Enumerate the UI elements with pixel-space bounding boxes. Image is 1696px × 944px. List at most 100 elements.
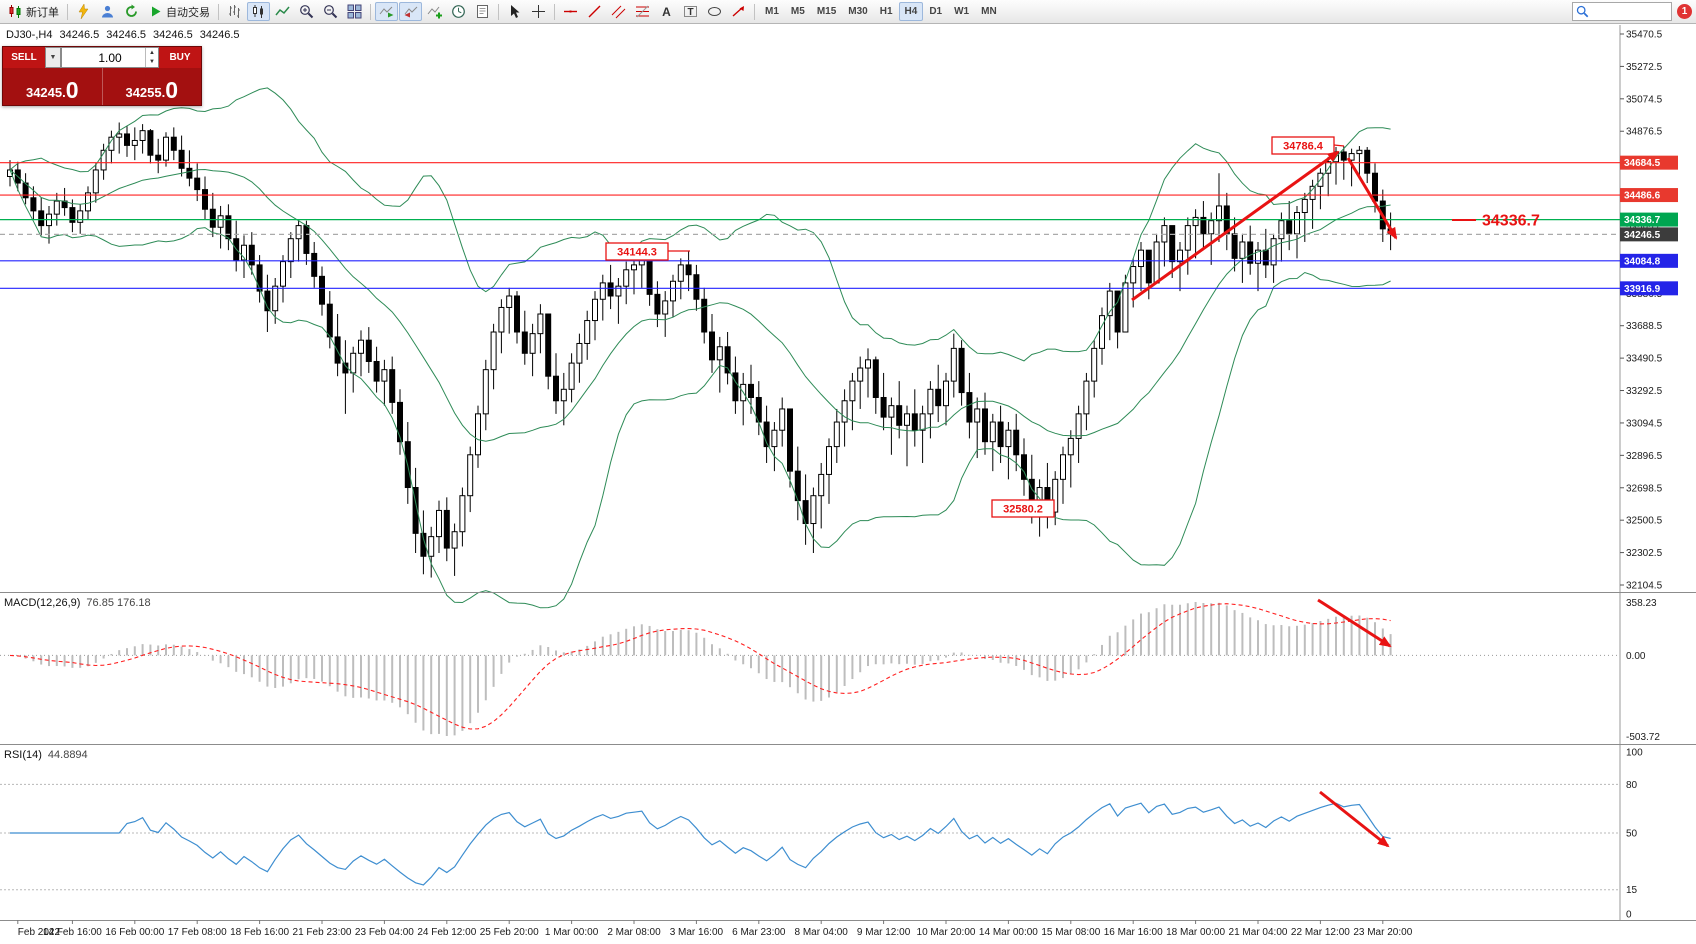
templates-button[interactable] xyxy=(471,2,494,21)
fibonacci-button[interactable] xyxy=(631,2,654,21)
label-button[interactable]: T xyxy=(679,2,702,21)
tile-windows-button[interactable] xyxy=(343,2,366,21)
arrow-tool-icon xyxy=(732,6,744,17)
volume-input[interactable]: 1.00 ▲ ▼ xyxy=(61,47,159,68)
time-axis-label: 16 Mar 16:00 xyxy=(1104,927,1163,938)
search-box[interactable] xyxy=(1572,2,1672,21)
periods-button[interactable] xyxy=(447,2,470,21)
candlestick-chart-button[interactable] xyxy=(247,2,270,21)
horizontal-line-button[interactable] xyxy=(559,2,582,21)
timeframe-button-m1[interactable]: M1 xyxy=(759,2,785,21)
toolbar-separator xyxy=(498,3,499,20)
expert-advisors-button[interactable] xyxy=(72,2,95,21)
time-axis-label: 15 Mar 08:00 xyxy=(1041,927,1100,938)
text-button[interactable]: A xyxy=(655,2,678,21)
bar-chart-button[interactable] xyxy=(223,2,246,21)
time-axis-label: 17 Feb 08:00 xyxy=(168,927,227,938)
macd-values: 76.85 176.18 xyxy=(86,597,151,609)
rsi-label: RSI(14) 44.8894 xyxy=(4,749,88,761)
price-scale-label: 32104.5 xyxy=(1626,581,1663,592)
price-callout-text[interactable]: 34336.7 xyxy=(1482,213,1540,230)
buy-button[interactable]: BUY xyxy=(159,47,201,68)
trend-arrow[interactable] xyxy=(1131,150,1340,302)
bollinger-middle-band xyxy=(9,168,1391,442)
trendline-button[interactable] xyxy=(583,2,606,21)
arrows-tool-button[interactable] xyxy=(727,2,750,21)
lightning-icon xyxy=(78,4,89,19)
price-scale-label: 32302.5 xyxy=(1626,548,1663,559)
shapes-button[interactable] xyxy=(703,2,726,21)
buy-price[interactable]: 34255. 0 xyxy=(125,77,179,103)
clock-icon xyxy=(452,5,465,18)
price-badge xyxy=(1620,253,1678,268)
time-axis-label: 10 Mar 20:00 xyxy=(917,927,976,938)
profile-icon xyxy=(102,5,113,18)
channel-icon xyxy=(611,5,626,19)
time-axis-label: 23 Feb 04:00 xyxy=(355,927,414,938)
symbol-period: DJ30-,H4 xyxy=(6,29,53,41)
time-axis-label: 23 Mar 20:00 xyxy=(1353,927,1412,938)
spinner-down-icon[interactable]: ▼ xyxy=(149,59,155,66)
timeframe-button-mn[interactable]: MN xyxy=(975,2,1003,21)
time-axis-label: 21 Mar 04:00 xyxy=(1229,927,1288,938)
annotation-box[interactable] xyxy=(991,499,1055,518)
trade-panel-price-row: 34245. 0 34255. 0 xyxy=(3,68,201,105)
toolbar: 新订单 自动交易 xyxy=(0,0,1696,24)
annotation-box[interactable] xyxy=(605,242,669,261)
chart-shift-button[interactable] xyxy=(399,2,422,21)
auto-scroll-icon xyxy=(379,6,394,18)
search-icon xyxy=(1576,5,1589,18)
rsi-scale-label: 0 xyxy=(1626,910,1632,921)
annotation-box[interactable] xyxy=(1271,136,1335,155)
indicators-button[interactable] xyxy=(423,2,446,21)
new-order-button[interactable]: 新订单 xyxy=(4,2,63,21)
volume-dropdown[interactable]: ▼ xyxy=(45,47,61,68)
macd-scale-min: -503.72 xyxy=(1626,732,1660,743)
profile-button[interactable] xyxy=(96,2,119,21)
line-chart-icon xyxy=(275,6,290,16)
toolbar-separator xyxy=(218,3,219,20)
volume-spinner[interactable]: ▲ ▼ xyxy=(145,48,158,67)
cursor-button[interactable] xyxy=(503,2,526,21)
line-chart-button[interactable] xyxy=(271,2,294,21)
timeframe-button-d1[interactable]: D1 xyxy=(923,2,948,21)
notification-badge[interactable]: 1 xyxy=(1677,4,1692,19)
sell-button[interactable]: SELL xyxy=(3,47,45,68)
timeframe-button-w1[interactable]: W1 xyxy=(948,2,975,21)
timeframe-button-m30[interactable]: M30 xyxy=(842,2,873,21)
ohlc-high: 34246.5 xyxy=(106,29,146,41)
crosshair-button[interactable] xyxy=(527,2,550,21)
zoom-out-button[interactable] xyxy=(319,2,342,21)
time-axis-label: 2 Mar 08:00 xyxy=(607,927,661,938)
trend-arrow[interactable] xyxy=(1319,790,1390,848)
timeframe-button-h1[interactable]: H1 xyxy=(874,2,899,21)
rsi-scale-label: 15 xyxy=(1626,885,1638,896)
auto-trading-label: 自动交易 xyxy=(166,6,210,19)
spinner-up-icon[interactable]: ▲ xyxy=(149,49,155,56)
channel-button[interactable] xyxy=(607,2,630,21)
auto-trading-button[interactable]: 自动交易 xyxy=(144,2,214,21)
trend-arrow[interactable] xyxy=(1346,157,1398,240)
refresh-icon xyxy=(126,4,137,17)
label-icon: T xyxy=(684,6,697,18)
trend-arrow[interactable] xyxy=(1317,598,1392,648)
timeframe-button-m15[interactable]: M15 xyxy=(811,2,842,21)
sell-price[interactable]: 34245. 0 xyxy=(3,68,103,105)
auto-scroll-button[interactable] xyxy=(375,2,398,21)
rsi-scale-label: 100 xyxy=(1626,748,1643,759)
price-scale-label: 33292.5 xyxy=(1626,386,1663,397)
price-scale-label: 32896.5 xyxy=(1626,451,1663,462)
refresh-button[interactable] xyxy=(120,2,143,21)
macd-label: MACD(12,26,9) 76.85 176.18 xyxy=(4,597,151,609)
search-input[interactable] xyxy=(1592,5,1666,18)
zoom-in-button[interactable] xyxy=(295,2,318,21)
price-scale-label: 35074.5 xyxy=(1626,94,1663,105)
timeframe-button-h4[interactable]: H4 xyxy=(898,2,924,21)
price-scale-label: 33688.5 xyxy=(1626,321,1663,332)
price-badge-value: 34486.6 xyxy=(1624,191,1661,202)
time-axis-label: 9 Mar 12:00 xyxy=(857,927,911,938)
candlestick-chart-icon xyxy=(253,5,263,18)
time-axis-label: 22 Mar 12:00 xyxy=(1291,927,1350,938)
timeframe-button-m5[interactable]: M5 xyxy=(785,2,811,21)
